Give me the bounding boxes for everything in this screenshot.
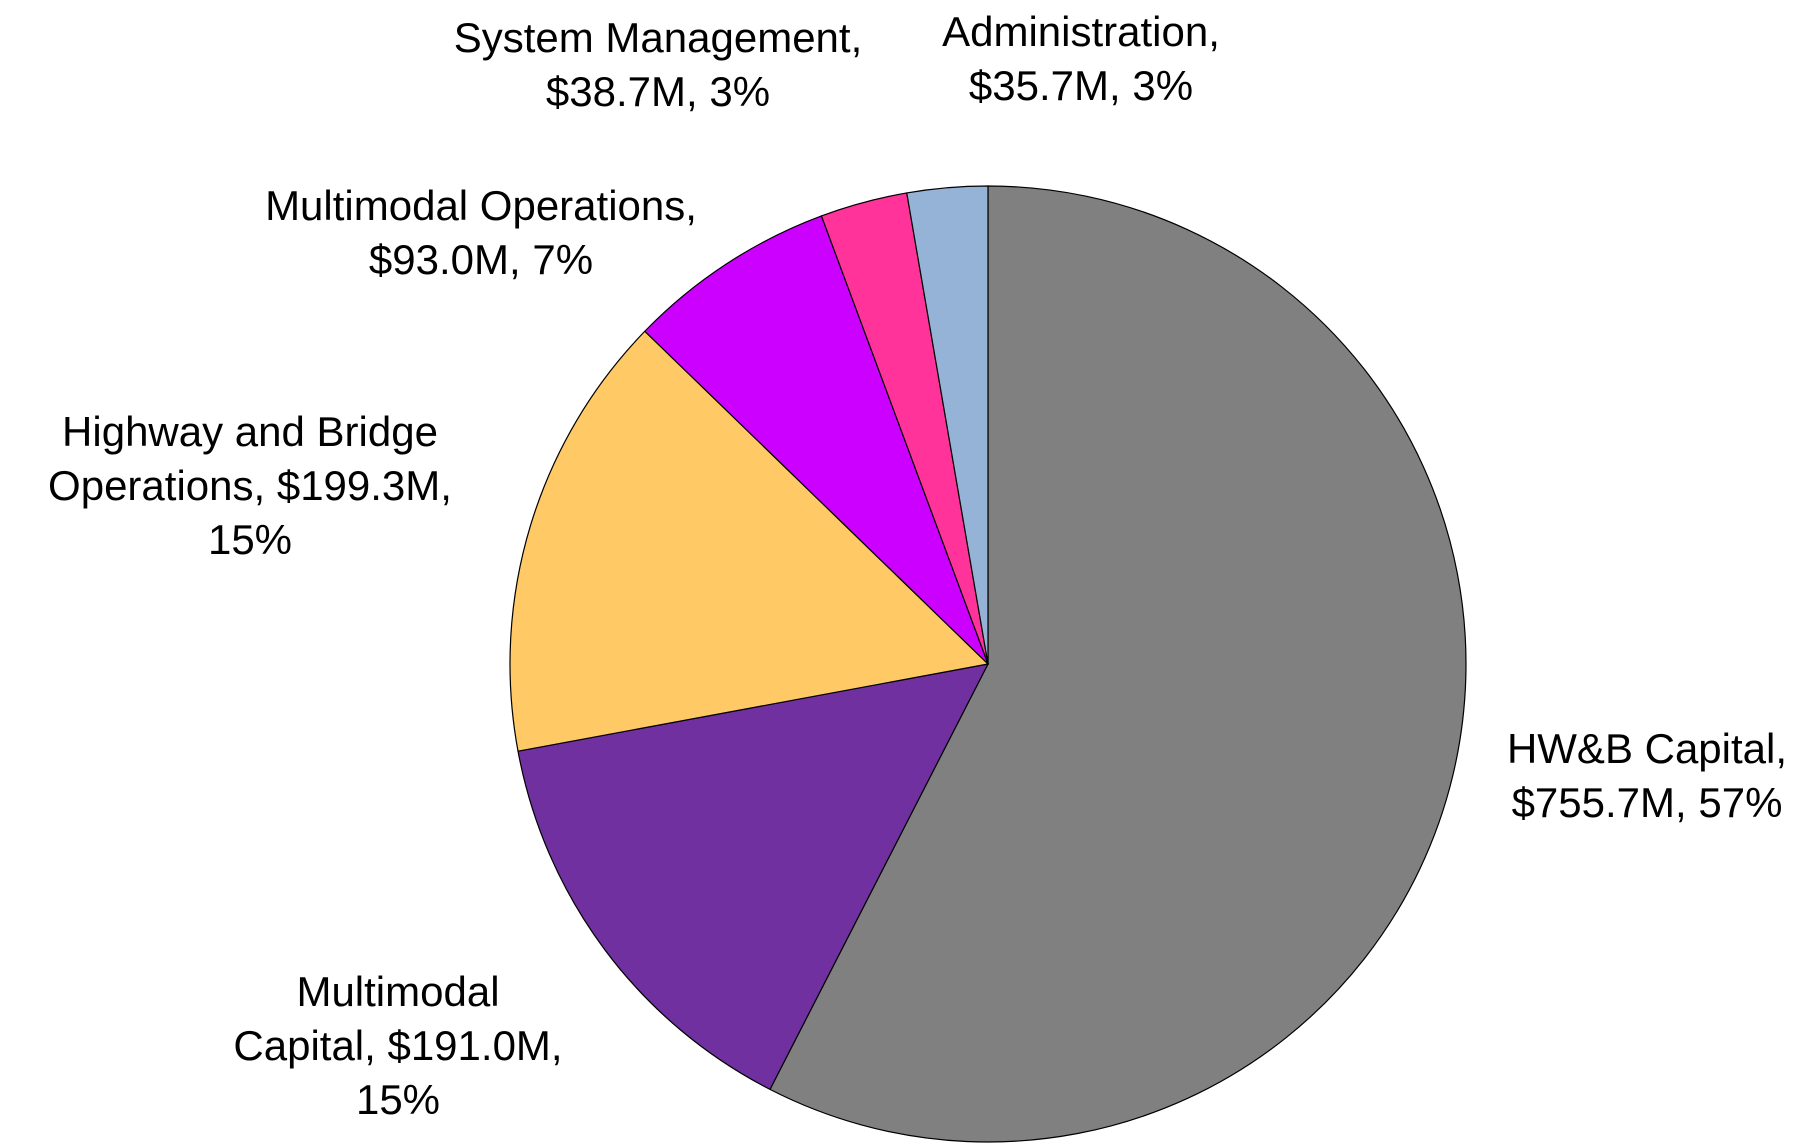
slice-label: $35.7M, 3% (969, 62, 1193, 109)
pie-slice (509, 330, 990, 752)
slice-label: Multimodal Operations, (265, 182, 697, 229)
slice-label: $93.0M, 7% (369, 236, 593, 283)
pie-slice (769, 185, 1467, 1143)
slice-label: 15% (208, 516, 292, 563)
slice-label: HW&B Capital, (1507, 725, 1787, 772)
pie-slice (906, 185, 989, 665)
slice-label: Operations, $199.3M, (48, 462, 452, 509)
slice-label: Highway and Bridge (62, 408, 438, 455)
slice-label: Multimodal (296, 968, 499, 1015)
slice-label: System Management, (454, 14, 863, 61)
slice-label: $755.7M, 57% (1512, 779, 1783, 826)
pie-slice (517, 663, 990, 1091)
pie-slice (643, 215, 989, 665)
slice-label: $38.7M, 3% (546, 68, 770, 115)
slice-label: Administration, (942, 8, 1220, 55)
slice-label: Capital, $191.0M, (233, 1022, 562, 1069)
slice-label: 15% (356, 1076, 440, 1123)
